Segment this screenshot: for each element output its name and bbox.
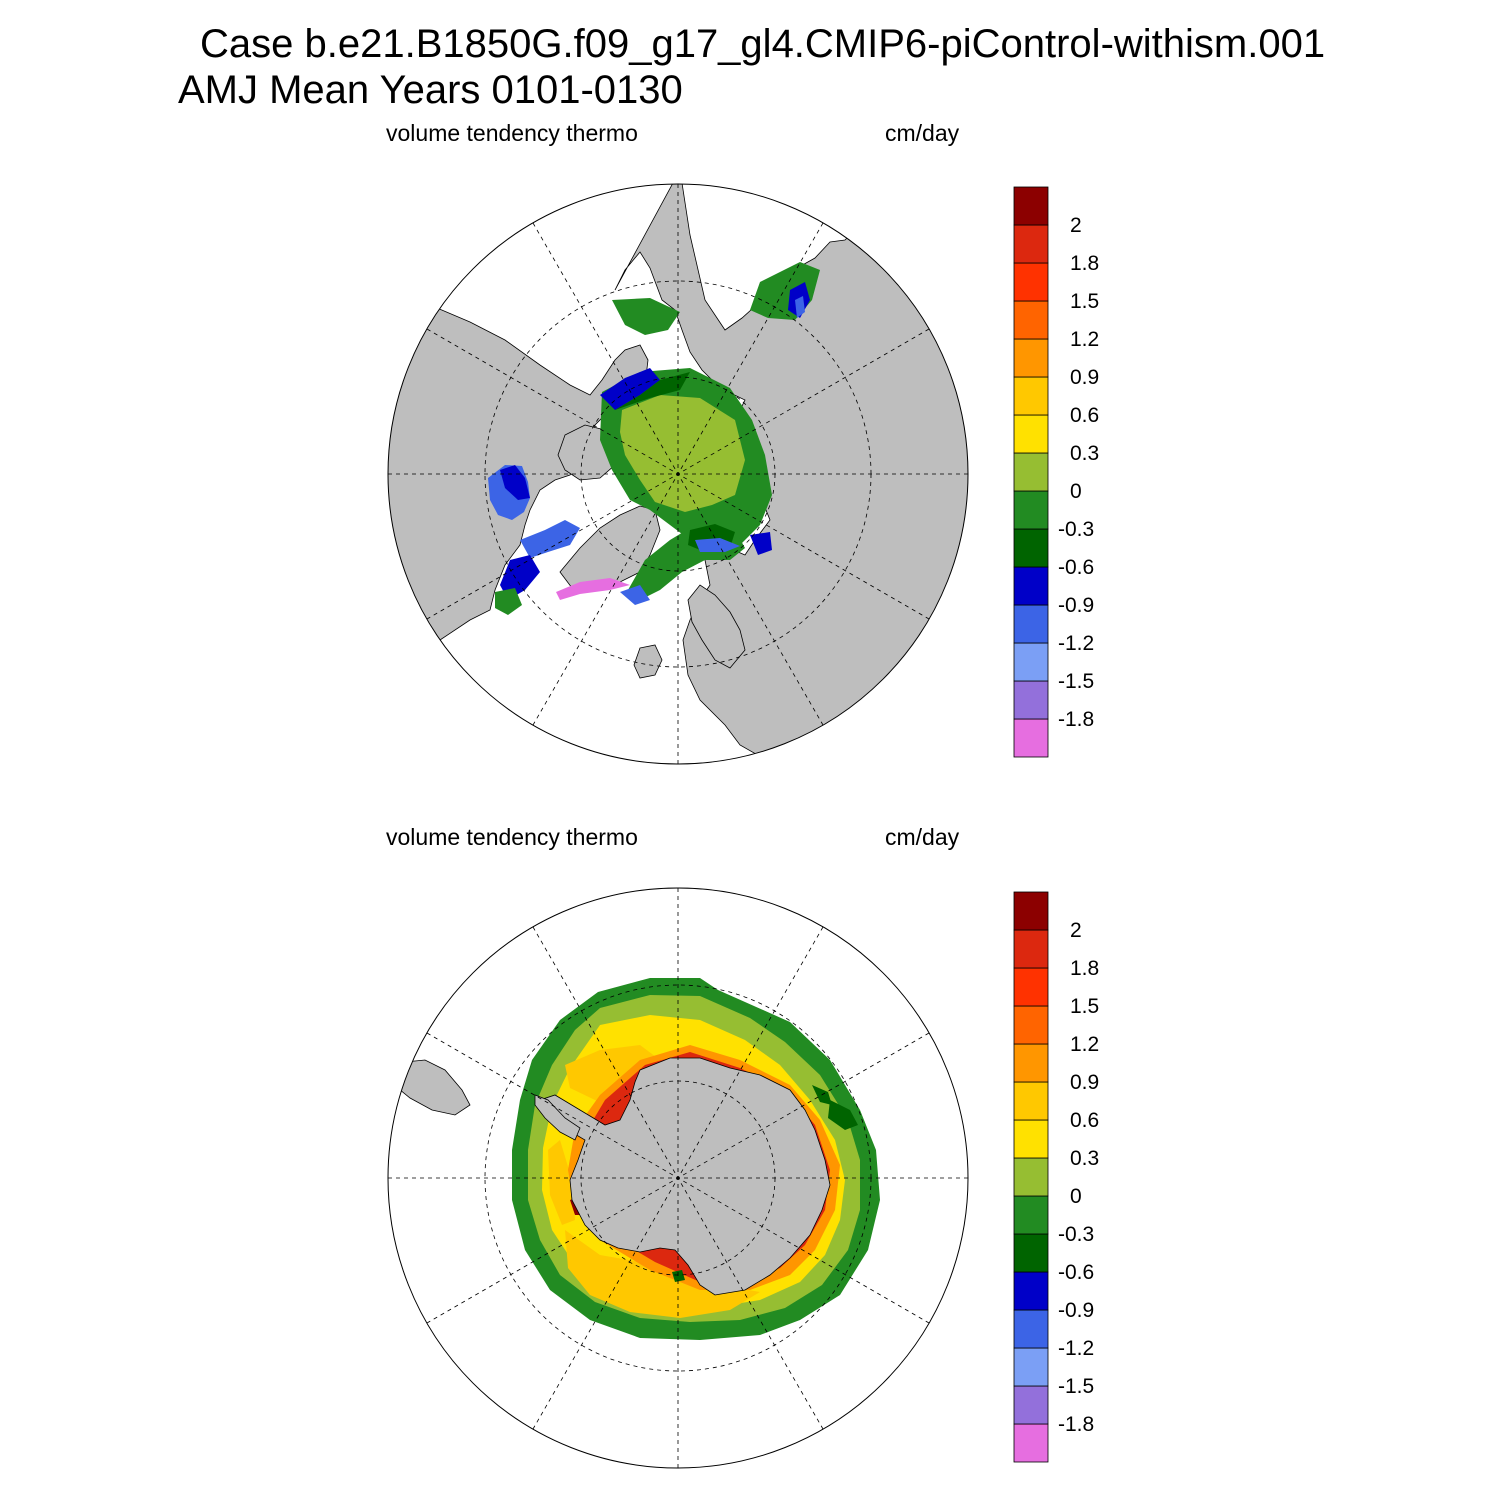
south-colorbar-tick-label: 0.6	[1070, 1109, 1099, 1132]
north-colorbar: -1.8 -1.5 -1.2 -0.9 -0.6 -0.3 0 0.3 0.6 0.9 1.2 1.5…	[1013, 186, 1099, 758]
north-colorbar-tick-label: -0.6	[1058, 556, 1094, 579]
north-colorbar-box-6	[1013, 490, 1049, 530]
north-colorbar-tick-label: -1.8	[1058, 708, 1094, 731]
north-colorbar-tick-label: 1.2	[1070, 328, 1099, 351]
figure-title-case: Case b.e21.B1850G.f09_g17_gl4.CMIP6-piCo…	[200, 22, 1326, 66]
north-colorbar-box-8	[1013, 414, 1049, 454]
north-colorbar-box-5	[1013, 528, 1049, 568]
north-colorbar-box-1	[1013, 680, 1049, 720]
north-colorbar-box-12	[1013, 262, 1049, 302]
north-colorbar-tick-label: 0.3	[1070, 442, 1099, 465]
north-colorbar-tick-label: -1.2	[1058, 632, 1094, 655]
south-colorbar-box-12	[1013, 967, 1049, 1007]
south-colorbar-tick-label: -0.3	[1058, 1223, 1094, 1246]
south-polar-map	[387, 887, 969, 1469]
north-colorbar-box-2	[1013, 642, 1049, 682]
south-colorbar-tick-label: 1.2	[1070, 1033, 1099, 1056]
north-colorbar-tick-label: 2	[1070, 214, 1082, 237]
north-colorbar-box-3	[1013, 604, 1049, 644]
south-colorbar-tick-label: -0.6	[1058, 1261, 1094, 1284]
north-land-iceland	[633, 644, 663, 679]
south-variable-label: volume tendency thermo	[386, 824, 638, 850]
south-colorbar-tick-label: 1.5	[1070, 995, 1099, 1018]
south-colorbar: -1.8 -1.5 -1.2 -0.9 -0.6 -0.3 0 0.3 0.6 0.9 1.2 1.5…	[1013, 891, 1099, 1463]
south-colorbar-tick-label: -1.8	[1058, 1413, 1094, 1436]
north-colorbar-box-11	[1013, 300, 1049, 340]
north-colorbar-tick-label: -0.3	[1058, 518, 1094, 541]
south-map-grid	[388, 888, 968, 1468]
south-colorbar-tick-label: -1.2	[1058, 1337, 1094, 1360]
north-ice-tendency-field	[495, 262, 820, 615]
south-colorbar-box-3	[1013, 1309, 1049, 1349]
north-colorbar-box-0	[1013, 718, 1049, 758]
north-colorbar-tick-label: 1.5	[1070, 290, 1099, 313]
south-colorbar-box-5	[1013, 1233, 1049, 1273]
south-colorbar-box-11	[1013, 1005, 1049, 1045]
south-colorbar-box-8	[1013, 1119, 1049, 1159]
south-colorbar-tick-label: 0.3	[1070, 1147, 1099, 1170]
south-colorbar-box-0	[1013, 1423, 1049, 1463]
north-colorbar-box-7	[1013, 452, 1049, 492]
south-colorbar-box-13	[1013, 929, 1049, 969]
north-colorbar-box-13	[1013, 224, 1049, 264]
north-colorbar-tick-label: 0.9	[1070, 366, 1099, 389]
south-colorbar-box-9	[1013, 1081, 1049, 1121]
north-colorbar-tick-label: 0	[1070, 480, 1082, 503]
south-map-border	[387, 887, 969, 1469]
north-colorbar-box-14	[1013, 186, 1049, 226]
north-land-europe	[687, 584, 746, 669]
south-units-label: cm/day	[885, 824, 960, 850]
north-colorbar-tick-label: -0.9	[1058, 594, 1094, 617]
north-polar-map	[387, 183, 969, 765]
south-colorbar-box-4	[1013, 1271, 1049, 1311]
south-colorbar-tick-label: -1.5	[1058, 1375, 1094, 1398]
south-colorbar-box-10	[1013, 1043, 1049, 1083]
north-colorbar-box-4	[1013, 566, 1049, 606]
south-colorbar-box-2	[1013, 1347, 1049, 1387]
south-colorbar-box-14	[1013, 891, 1049, 931]
north-variable-label: volume tendency thermo	[386, 120, 638, 146]
north-map-border	[387, 183, 969, 765]
south-colorbar-box-6	[1013, 1195, 1049, 1235]
north-map-grid	[388, 184, 968, 764]
north-colorbar-box-10	[1013, 338, 1049, 378]
north-colorbar-tick-label: 1.8	[1070, 252, 1099, 275]
south-colorbar-tick-label: 0	[1070, 1185, 1082, 1208]
south-colorbar-box-7	[1013, 1157, 1049, 1197]
south-colorbar-box-1	[1013, 1385, 1049, 1425]
south-land-antarctica	[539, 1057, 831, 1296]
north-colorbar-box-9	[1013, 376, 1049, 416]
north-colorbar-tick-label: 0.6	[1070, 404, 1099, 427]
south-land-south-america	[388, 1059, 471, 1116]
south-colorbar-tick-label: 0.9	[1070, 1071, 1099, 1094]
figure-title-season: AMJ Mean Years 0101-0130	[178, 68, 683, 112]
north-units-label: cm/day	[885, 120, 960, 146]
south-colorbar-tick-label: -0.9	[1058, 1299, 1094, 1322]
south-colorbar-tick-label: 1.8	[1070, 957, 1099, 980]
north-colorbar-tick-label: -1.5	[1058, 670, 1094, 693]
south-colorbar-tick-label: 2	[1070, 919, 1082, 942]
